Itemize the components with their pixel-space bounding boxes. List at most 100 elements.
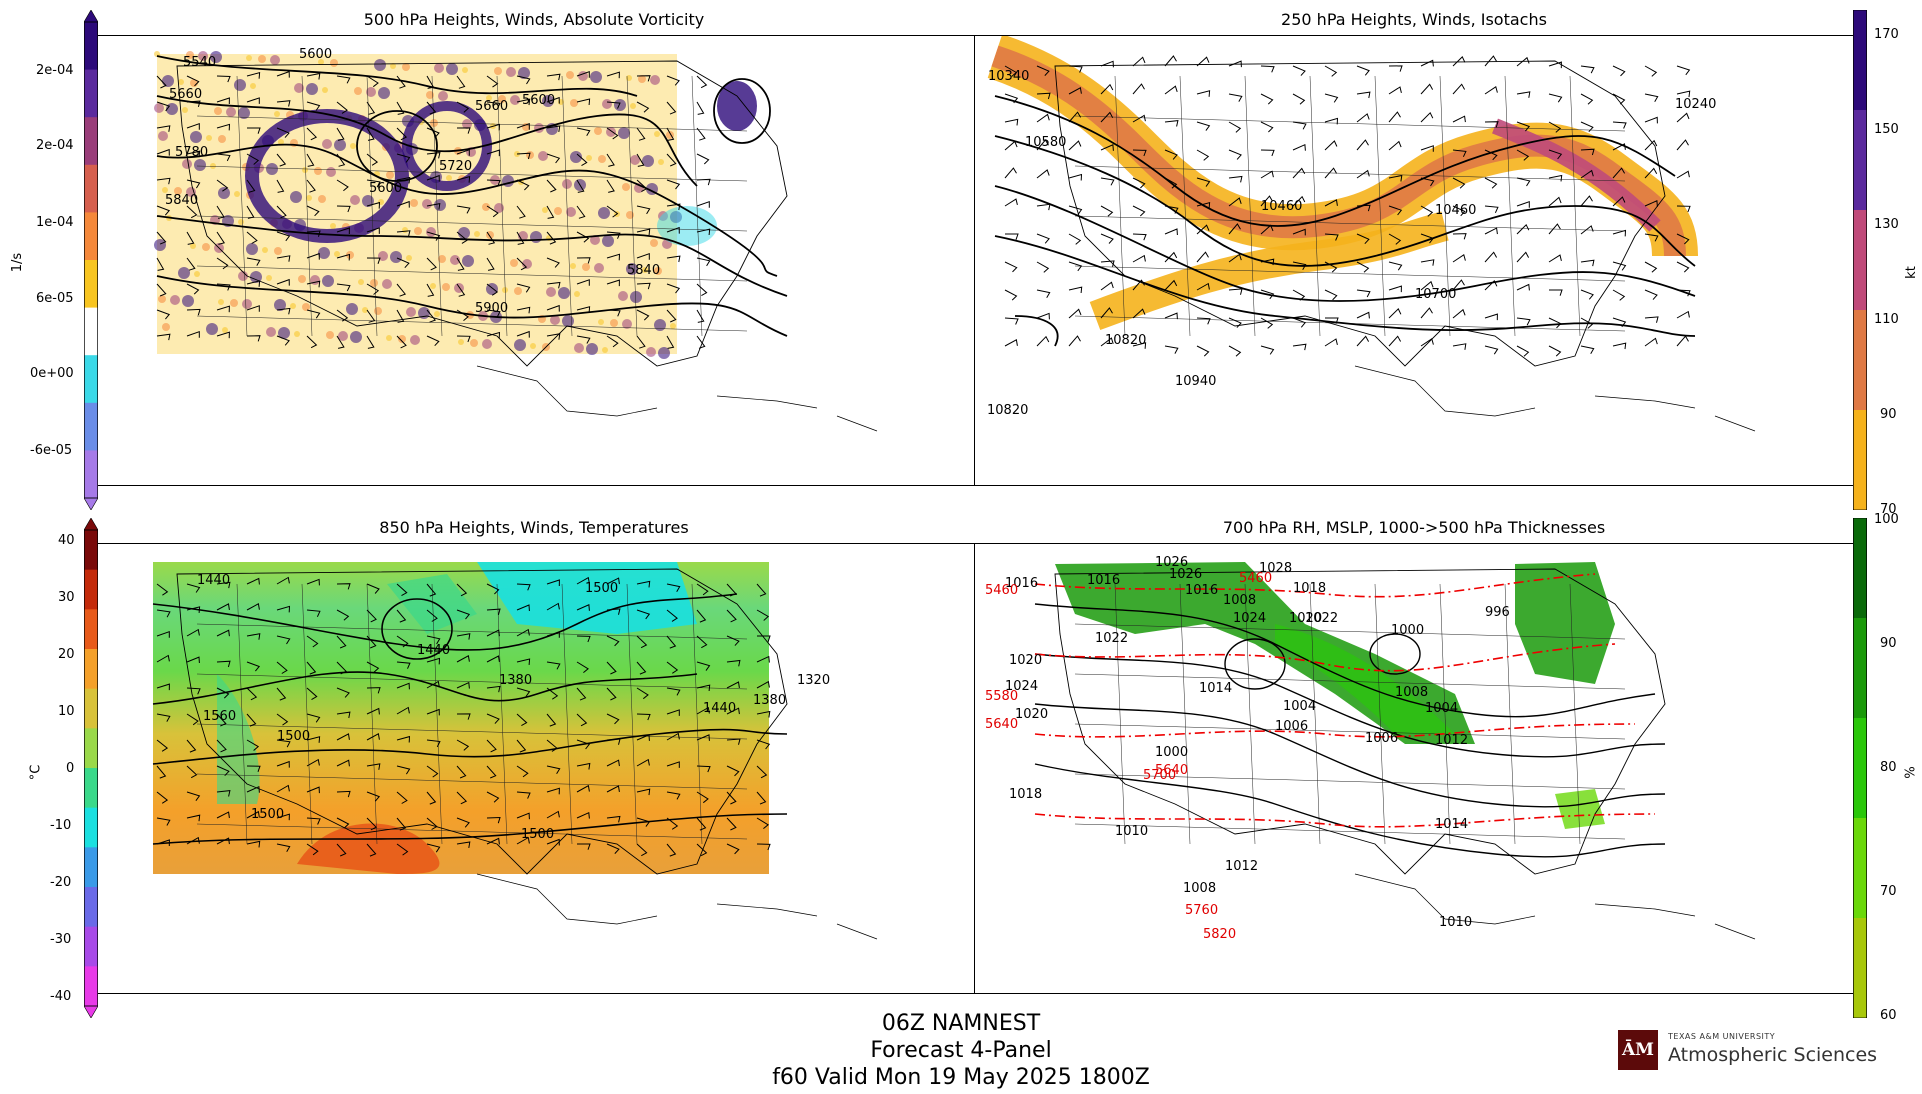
wind-barb (576, 98, 591, 106)
wind-barb (516, 604, 530, 612)
wind-barb (1228, 317, 1242, 328)
wind-barb (216, 205, 225, 219)
wind-barb (336, 283, 351, 292)
vorticity-cell (402, 227, 408, 233)
wind-barb (396, 176, 411, 184)
wind-barb (1644, 289, 1658, 300)
vorticity-cell (306, 83, 318, 95)
isotach-colorbar (1853, 10, 1867, 510)
mountain-field (217, 674, 260, 804)
state-line (1244, 75, 1256, 337)
wind-barb (1388, 65, 1403, 72)
iso-tick: 90 (1880, 407, 1897, 422)
wind-barb (456, 127, 471, 134)
wind-barb (1676, 112, 1690, 123)
wind-barb (666, 843, 677, 857)
vorticity-cell (426, 227, 436, 237)
wind-barb (456, 583, 468, 597)
temp-tick: -30 (50, 932, 72, 947)
vorticity-cell (214, 107, 222, 115)
wind-barb (606, 759, 620, 767)
country-outline (176, 60, 788, 367)
contour-label: 5640 (985, 717, 1018, 732)
state-borders (1074, 583, 1626, 845)
contour-label: 5540 (183, 55, 216, 70)
wind-barb (1100, 281, 1114, 291)
vorticity-cell (238, 271, 248, 281)
vorticity-cell (330, 59, 338, 67)
wind-barb (1004, 140, 1018, 151)
vort-tick: 1e-04 (36, 215, 74, 230)
wind-barb (366, 335, 375, 349)
wind-barb (366, 817, 378, 831)
jet-core-130kt (1492, 118, 1661, 232)
wind-barb (336, 687, 350, 698)
wind-barb (636, 153, 645, 167)
vorticity-cell (246, 243, 258, 255)
wind-barb (1260, 195, 1273, 207)
wind-barb (516, 152, 531, 160)
wind-barb (1132, 279, 1145, 291)
wind-barb (1324, 338, 1338, 347)
wind-barb (636, 635, 648, 649)
wind-barb (636, 580, 651, 588)
vorticity-cell (234, 79, 246, 91)
wind-barb (1516, 177, 1531, 187)
wind-barb (1356, 113, 1370, 123)
wind-barb (546, 179, 557, 193)
contour-line (994, 135, 1696, 267)
wind-barb (606, 127, 619, 140)
colorbar-swatch (84, 402, 98, 451)
wind-barb (1484, 149, 1498, 161)
vorticity-cell (318, 247, 330, 259)
wind-barb (276, 307, 291, 315)
vorticity-cell (390, 251, 402, 263)
state-line (1504, 583, 1516, 845)
wind-barb (636, 734, 650, 741)
vorticity-cell (486, 95, 492, 101)
wind-barb (246, 840, 261, 848)
wind-barb (1324, 140, 1338, 151)
wind-barb (156, 205, 171, 216)
wind-barb (336, 661, 347, 675)
wind-barb (606, 253, 621, 261)
wind-barb (1580, 225, 1594, 235)
contour-label: 1008 (1223, 593, 1256, 608)
wind-barb (246, 153, 260, 165)
wind-barb (696, 153, 710, 165)
wind-barb (306, 335, 318, 349)
wind-barb (1260, 93, 1274, 105)
wind-barb (456, 75, 466, 89)
wind-barb (216, 153, 231, 162)
temp-tick: 20 (58, 647, 75, 662)
wind-barb (1356, 311, 1370, 319)
wind-barb (1516, 149, 1530, 161)
wind-barb (156, 713, 171, 722)
wind-barb (546, 687, 559, 700)
wind-barb (606, 179, 615, 193)
colorbar-frame (1853, 518, 1867, 1018)
wind-barb (756, 739, 771, 750)
contour-line (1034, 603, 1656, 718)
wind-barb (636, 661, 647, 675)
moist-area-east (1515, 562, 1615, 684)
wind-barb (1036, 203, 1051, 211)
vorticity-cell (374, 307, 382, 315)
wind-barb (366, 101, 376, 115)
colorbar-extend-top (84, 10, 98, 23)
wind-barb (456, 713, 471, 720)
wind-barb (156, 654, 170, 663)
wind-barb (486, 179, 501, 187)
panel-title-700: 700 hPa RH, MSLP, 1000->500 hPa Thicknes… (1222, 518, 1606, 537)
wind-barb (1548, 317, 1562, 329)
wind-barb (696, 127, 706, 141)
wind-barb (516, 257, 528, 271)
contour-label: 1020 (1289, 611, 1322, 626)
wind-barb (1484, 55, 1497, 67)
contour-label: 1380 (753, 693, 786, 708)
vorticity-cell (162, 323, 170, 331)
wind-barb (306, 687, 318, 701)
contour-line (1014, 315, 1059, 347)
colorbar-swatch (84, 117, 98, 166)
wind-barb (247, 127, 261, 134)
